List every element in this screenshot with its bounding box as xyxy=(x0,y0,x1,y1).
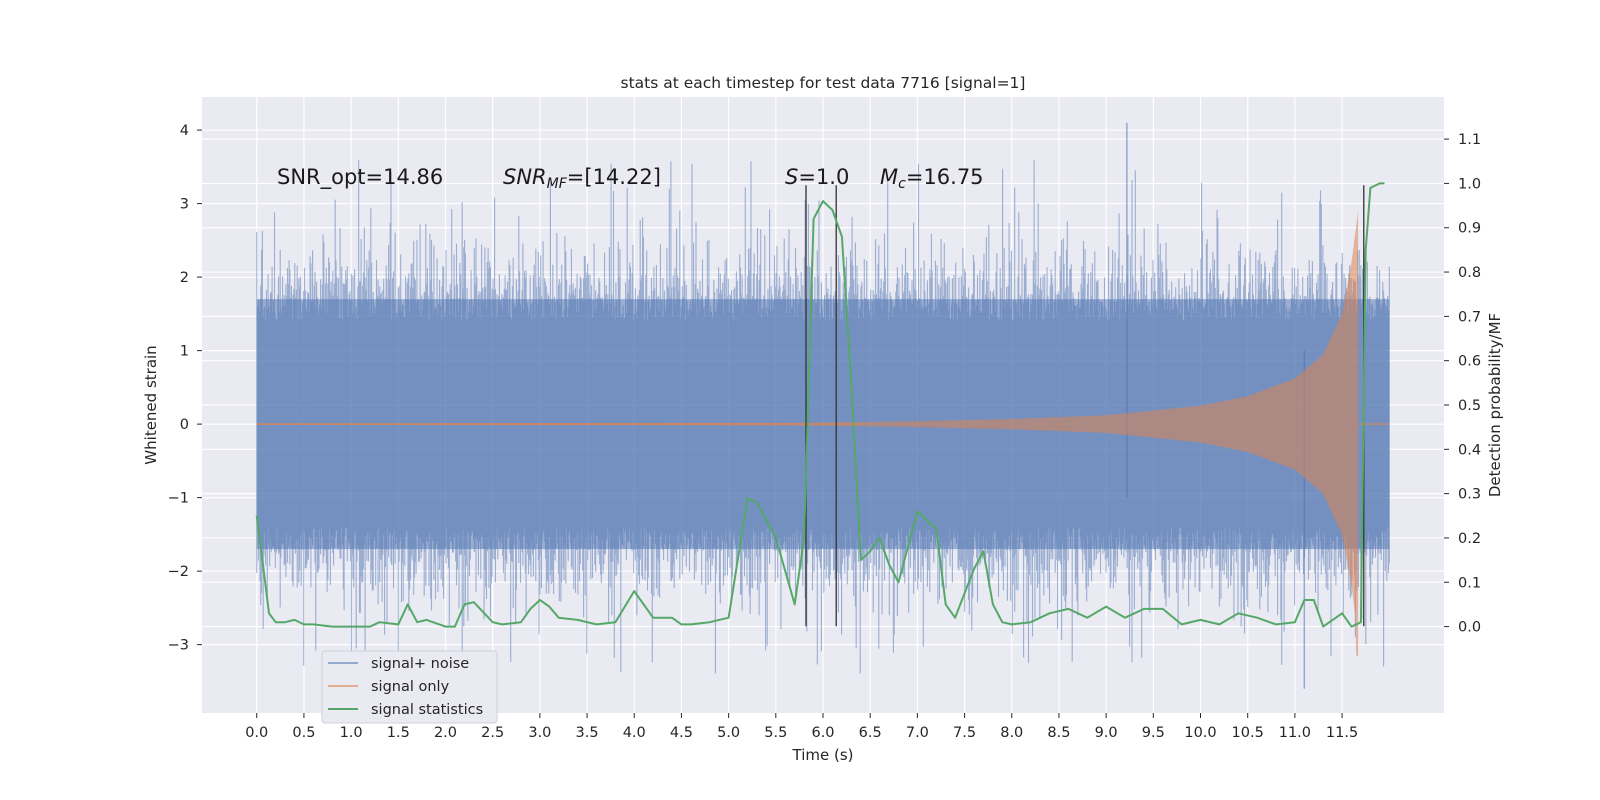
x-tick-label: 6.5 xyxy=(859,725,882,741)
y-right-tick-label: 0.1 xyxy=(1458,575,1481,591)
chart-title: stats at each timestep for test data 771… xyxy=(621,74,1026,92)
y-right-tick-label: 0.8 xyxy=(1458,265,1481,281)
x-tick-label: 9.5 xyxy=(1142,725,1165,741)
x-axis: 0.0 0.5 1.0 1.5 2.0 2.5 3.0 3.5 4.0 4.5 5.0 5.5 6.0 6… xyxy=(245,713,1358,741)
y-right-tick-label: 0.4 xyxy=(1458,442,1481,458)
y-tick-label: −3 xyxy=(168,638,189,654)
x-tick-label: 10.5 xyxy=(1232,725,1264,741)
y-right-tick-label: 0.5 xyxy=(1458,398,1481,414)
y-right-tick-label: 0.2 xyxy=(1458,531,1481,547)
y-axis-right-label: Detection probability/MF xyxy=(1486,313,1504,497)
y-tick-label: −2 xyxy=(168,564,189,580)
legend-label-signal-statistics: signal statistics xyxy=(371,702,483,718)
x-tick-label: 2.5 xyxy=(481,725,504,741)
x-tick-label: 4.5 xyxy=(670,725,693,741)
y-axis-label: Whitened strain xyxy=(142,345,160,464)
annotation-snr-mf-sub: MF xyxy=(547,176,568,192)
annotation-s-rest: =1.0 xyxy=(798,165,849,189)
annotation-snr-opt: SNR_opt=14.86 xyxy=(277,165,443,190)
signal-statistics-series xyxy=(255,182,1385,628)
y-right-tick-label: 0.0 xyxy=(1458,620,1481,636)
annotation-snr-mf-main: SNR xyxy=(503,165,547,189)
y-right-tick-label: 0.6 xyxy=(1458,354,1481,370)
annotation-mc: Mc=16.75 xyxy=(880,165,984,192)
legend-box xyxy=(321,650,498,724)
legend-label-signal-noise: signal+ noise xyxy=(371,656,469,672)
x-tick-label: 10.0 xyxy=(1184,725,1216,741)
annotation-s: S=1.0 xyxy=(785,165,849,189)
legend: signal+ noise signal only signal statist… xyxy=(321,650,498,724)
x-tick-label: 11.5 xyxy=(1326,725,1358,741)
x-axis-label: Time (s) xyxy=(792,746,854,764)
y-axis-left: 4 3 2 1 0 −1 −2 −3 xyxy=(168,123,202,654)
x-tick-label: 1.5 xyxy=(387,725,410,741)
x-tick-label: 8.0 xyxy=(1000,725,1023,741)
x-tick-label: 7.5 xyxy=(953,725,976,741)
y-right-tick-label: 1.0 xyxy=(1458,176,1481,192)
x-tick-label: 3.0 xyxy=(528,725,551,741)
x-tick-label: 6.0 xyxy=(811,725,834,741)
x-tick-label: 5.0 xyxy=(717,725,740,741)
x-tick-label: 0.0 xyxy=(245,725,268,741)
x-tick-label: 5.5 xyxy=(764,725,787,741)
x-tick-label: 3.5 xyxy=(576,725,599,741)
x-tick-label: 1.0 xyxy=(340,725,363,741)
x-tick-label: 8.5 xyxy=(1047,725,1070,741)
x-tick-label: 9.0 xyxy=(1095,725,1118,741)
x-tick-label: 4.0 xyxy=(623,725,646,741)
y-axis-right: 1.1 1.0 0.9 0.8 0.7 0.6 0.5 0.4 0.3 0.2 0.1 0.0 xyxy=(1444,132,1481,636)
annotation-s-main: S xyxy=(785,165,798,189)
y-tick-label: 3 xyxy=(180,197,189,213)
y-right-tick-label: 0.7 xyxy=(1458,309,1481,325)
y-right-tick-label: 1.1 xyxy=(1458,132,1481,148)
y-tick-label: 2 xyxy=(180,270,189,286)
x-tick-label: 7.0 xyxy=(906,725,929,741)
legend-label-signal-only: signal only xyxy=(371,679,450,695)
annotation-mc-rest: =16.75 xyxy=(906,165,984,189)
y-tick-label: 0 xyxy=(180,417,189,433)
annotation-mc-sub: c xyxy=(898,176,906,192)
annotation-mc-main: M xyxy=(880,165,898,189)
annotation-snr-mf-rest: =[14.22] xyxy=(567,165,661,189)
y-tick-label: −1 xyxy=(168,491,189,507)
x-tick-label: 0.5 xyxy=(292,725,315,741)
x-tick-label: 11.0 xyxy=(1279,725,1311,741)
annotations: SNR_opt=14.86 SNRMF=[14.22] S=1.0 Mc=16.… xyxy=(277,165,984,192)
y-right-tick-label: 0.9 xyxy=(1458,221,1481,237)
y-right-tick-label: 0.3 xyxy=(1458,487,1481,503)
signal-statistics-line xyxy=(255,182,1385,628)
y-tick-label: 4 xyxy=(180,123,189,139)
annotation-snr-mf: SNRMF=[14.22] xyxy=(503,165,661,192)
x-tick-label: 2.0 xyxy=(434,725,457,741)
chirp-envelope xyxy=(256,210,1359,656)
y-tick-label: 1 xyxy=(180,344,189,360)
